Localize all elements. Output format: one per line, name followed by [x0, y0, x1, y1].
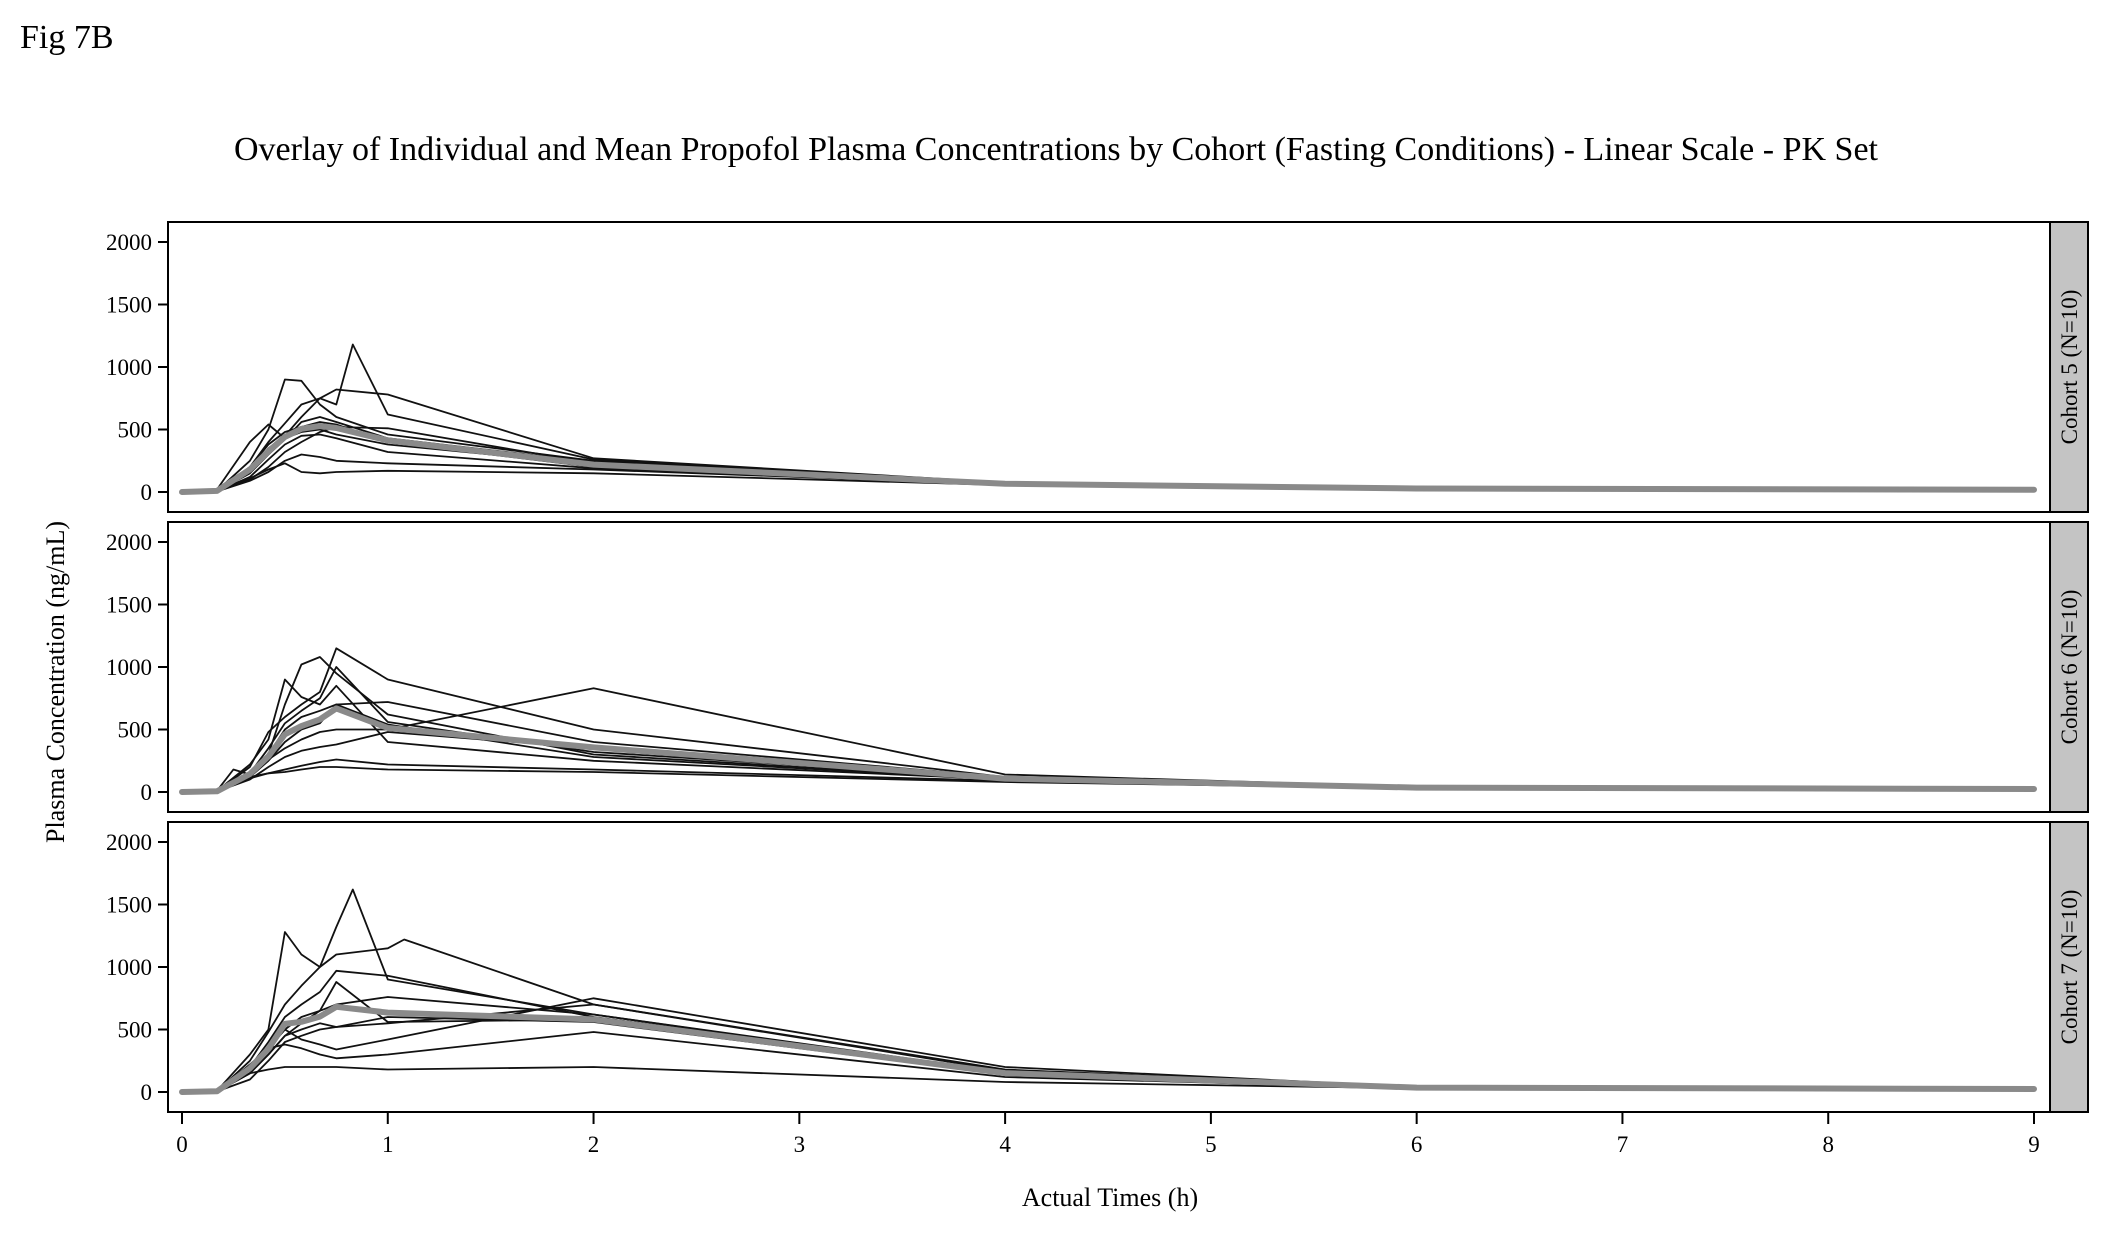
x-axis-title: Actual Times (h): [1022, 1183, 1198, 1212]
figure-label: Fig 7B: [20, 19, 114, 56]
y-tick-label: 500: [118, 1018, 153, 1043]
mean-line: [179, 423, 2037, 495]
y-tick-label: 1000: [106, 955, 152, 980]
y-tick-label: 1000: [106, 655, 152, 680]
x-tick-label: 2: [588, 1132, 600, 1157]
x-tick-label: 7: [1617, 1132, 1629, 1157]
panel-frame: [167, 521, 2051, 813]
x-tick-label: 5: [1205, 1132, 1217, 1157]
panel-strip: Cohort 5 (N=10): [2049, 221, 2089, 513]
panel-cohort-6: Cohort 6 (N=10) 0 500 1000 1500 2000: [106, 521, 2089, 813]
panel-cohort-5: Cohort 5 (N=10) 0 500 1000 1500 2000: [106, 221, 2089, 513]
chart-title: Overlay of Individual and Mean Propofol …: [234, 131, 1879, 168]
x-tick-label: 4: [999, 1132, 1011, 1157]
x-tick-label: 8: [1822, 1132, 1834, 1157]
y-tick-label: 2000: [106, 830, 152, 855]
individual-line-8: [181, 1066, 2035, 1093]
x-axis: 0 1 2 3 4 5 6 7 8 9: [176, 1112, 2040, 1157]
x-tick-label: 6: [1411, 1132, 1423, 1157]
mean-line: [179, 1003, 2037, 1095]
y-tick-label: 2000: [106, 530, 152, 555]
y-tick-label: 0: [141, 1080, 153, 1105]
panel-frame: [167, 221, 2051, 513]
panel-strip: Cohort 6 (N=10): [2049, 521, 2089, 813]
individual-line-1: [181, 931, 2035, 1093]
y-tick-label: 0: [141, 480, 153, 505]
strip-label: Cohort 6 (N=10): [2057, 590, 2082, 745]
strip-background: [2049, 221, 2089, 513]
y-axis-title: Plasma Concentration (ng/mL): [41, 521, 70, 843]
y-tick-label: 500: [118, 718, 153, 743]
y-tick-label: 1500: [106, 593, 152, 618]
strip-background: [2049, 821, 2089, 1113]
strip-label: Cohort 5 (N=10): [2057, 290, 2082, 445]
y-tick-label: 0: [141, 780, 153, 805]
panel-strip: Cohort 7 (N=10): [2049, 821, 2089, 1113]
y-tick-label: 500: [118, 418, 153, 443]
panel-cohort-7: Cohort 7 (N=10) 0 500 1000 1500 2000: [106, 821, 2089, 1113]
x-tick-label: 0: [176, 1132, 188, 1157]
x-tick-label: 9: [2028, 1132, 2040, 1157]
x-tick-label: 1: [382, 1132, 394, 1157]
y-tick-label: 1000: [106, 355, 152, 380]
strip-label: Cohort 7 (N=10): [2057, 890, 2082, 1045]
y-tick-label: 1500: [106, 893, 152, 918]
y-tick-label: 1500: [106, 293, 152, 318]
strip-background: [2049, 521, 2089, 813]
mean-line: [179, 705, 2037, 795]
y-tick-label: 2000: [106, 230, 152, 255]
x-tick-label: 3: [794, 1132, 806, 1157]
